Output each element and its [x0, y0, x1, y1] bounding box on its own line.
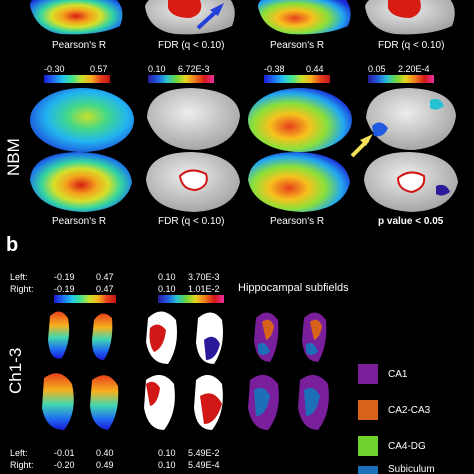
fdr-region-red-2 [388, 0, 421, 18]
legend-swatch-ca2-ca3 [358, 400, 378, 420]
brain-medial-heat-1 [30, 0, 123, 35]
b-bottom-r-right-min: -0.20 [54, 460, 75, 470]
top-caption-1: Pearson's R [52, 40, 107, 51]
b-top-f-left-min: 0.10 [158, 272, 176, 282]
fdr-outline-red [178, 169, 208, 192]
b-bottom-r-left-min: -0.01 [54, 448, 75, 458]
b-bottom-r-left-max: 0.40 [96, 448, 114, 458]
b-top-f-right-max: 1.01E-2 [188, 284, 220, 294]
fdr-region-red-1 [168, 0, 202, 18]
legend-swatch-subiculum [358, 466, 378, 474]
nbm-lateral-brains [30, 88, 456, 158]
nbm-colorbar-3 [264, 75, 330, 83]
nbm-scale4-min: 0.05 [368, 64, 386, 74]
hippo-seg-left-1-sub [258, 343, 270, 355]
brain-lateral-heat-1 [30, 88, 134, 152]
brain-lateral-grey-1 [147, 88, 240, 150]
b-top-colorbar-r [54, 295, 116, 303]
b-top-r-left-max: 0.47 [96, 272, 114, 282]
arrow-yellow-head [360, 134, 373, 146]
b-top-r-right-min: -0.19 [54, 284, 75, 294]
hippo-fdr-left-2-overlay [146, 381, 160, 406]
brain-lateral-heat-2 [248, 88, 352, 152]
hippocampus-row-2 [42, 373, 329, 430]
nbm-scale3-min: -0.38 [264, 64, 285, 74]
b-top-colorbar-fdr [158, 295, 224, 303]
nbm-medial-brains [30, 152, 458, 212]
legend-swatch-ca4-dg [358, 436, 378, 456]
nbm-caption-4: p value < 0.05 [378, 216, 444, 227]
hippocampus-row-1 [48, 311, 327, 364]
legend-label-ca1: CA1 [388, 369, 408, 380]
nbm-scale1-max: 0.57 [90, 64, 108, 74]
nbm-scale1-min: -0.30 [44, 64, 65, 74]
brain-medial-heat-4 [248, 152, 350, 212]
nbm-scale3-max: 0.44 [306, 64, 324, 74]
nbm-colorbar-1 [44, 75, 110, 83]
b-bottom-f-left-min: 0.10 [158, 448, 176, 458]
hippo-seg-right-2-sub [304, 388, 320, 416]
legend-label-ca4-dg: CA4-DG [388, 441, 426, 452]
significance-spot-2 [430, 98, 444, 110]
hippo-fdr-left-1-overlay [149, 324, 166, 352]
nbm-colorbar-2 [148, 75, 214, 83]
ch13-row-label: Ch1-3 [6, 347, 25, 394]
hippo-heat-right-1 [92, 313, 113, 360]
b-bottom-f-right-max: 5.49E-4 [188, 460, 220, 470]
pvalue-spot [436, 184, 450, 196]
pvalue-region [396, 171, 426, 194]
b-top-r-left-min: -0.19 [54, 272, 75, 282]
nbm-colorbar-4 [368, 75, 434, 83]
nbm-scale4-max: 2.20E-4 [398, 64, 430, 74]
hippo-heat-left-2 [42, 373, 74, 430]
b-bottom-f-right-min: 0.10 [158, 460, 176, 470]
brain-medial-heat-2 [258, 0, 351, 35]
nbm-caption-3: Pearson's R [270, 216, 325, 227]
b-top-f-left-max: 3.70E-3 [188, 272, 220, 282]
hippo-fdr-right-2-overlay [200, 393, 222, 424]
significance-spot-1 [372, 122, 388, 137]
panel-b-letter: b [6, 234, 19, 256]
hippo-seg-right-1-sub [306, 343, 318, 355]
hippo-fdr-right-1-overlay [204, 336, 220, 360]
nbm-caption-2: FDR (q < 0.10) [158, 216, 225, 227]
hippo-seg-left-1-ca23 [262, 319, 274, 340]
nbm-row-label: NBM [4, 138, 23, 176]
top-row-brains [30, 0, 455, 35]
nbm-scale2-min: 0.10 [148, 64, 166, 74]
b-bottom-left-label: Left: [10, 448, 28, 458]
top-caption-3: Pearson's R [270, 40, 325, 51]
hippo-heat-left-1 [48, 311, 70, 359]
hippo-seg-left-2-sub [254, 388, 270, 416]
b-top-r-right-max: 0.47 [96, 284, 114, 294]
b-top-right-label: Right: [10, 284, 34, 294]
top-caption-4: FDR (q < 0.10) [378, 40, 445, 51]
hippo-seg-right-1-ca23 [310, 319, 322, 340]
hippo-heat-right-2 [90, 375, 119, 430]
hippocampal-subfields-title: Hippocampal subfields [238, 282, 349, 294]
brain-medial-heat-3 [30, 152, 132, 212]
legend-label-subiculum: Subiculum [388, 464, 435, 474]
arrow-blue-head [210, 3, 224, 16]
b-top-f-right-min: 0.10 [158, 284, 176, 294]
legend-label-ca2-ca3: CA2-CA3 [388, 405, 431, 416]
top-caption-2: FDR (q < 0.10) [158, 40, 225, 51]
b-bottom-r-right-max: 0.49 [96, 460, 114, 470]
legend-swatch-ca1 [358, 364, 378, 384]
nbm-scale2-max: 6.72E-3 [178, 64, 210, 74]
brain-lateral-grey-2 [366, 88, 456, 150]
nbm-caption-1: Pearson's R [52, 216, 107, 227]
b-bottom-right-label: Right: [10, 460, 34, 470]
b-top-left-label: Left: [10, 272, 28, 282]
b-bottom-f-left-max: 5.49E-2 [188, 448, 220, 458]
